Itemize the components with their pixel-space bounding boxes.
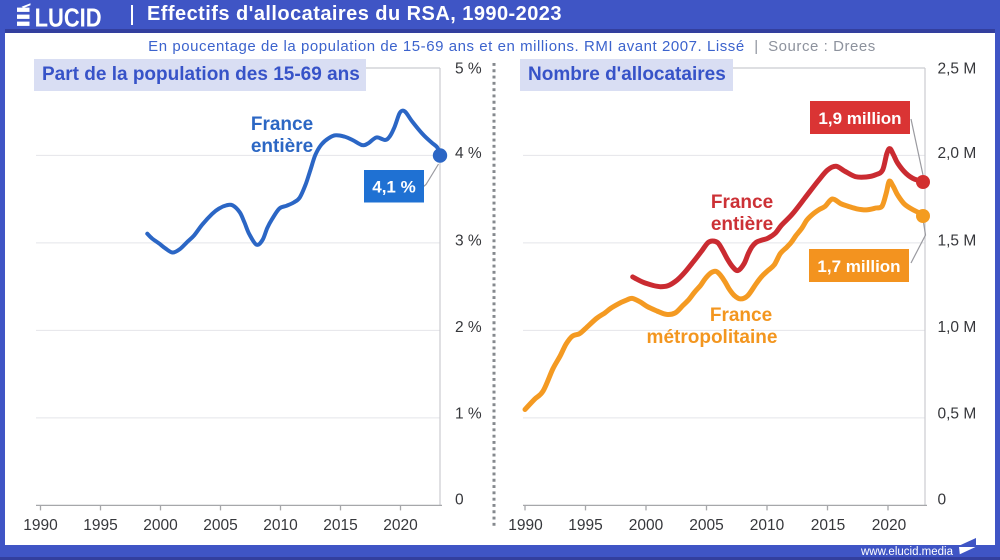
svg-text:2015: 2015 [811, 517, 845, 534]
svg-text:métropolitaine: métropolitaine [647, 327, 778, 348]
svg-text:France: France [251, 114, 313, 135]
svg-text:2005: 2005 [689, 517, 723, 534]
svg-text:1 %: 1 % [455, 406, 482, 423]
svg-text:1990: 1990 [508, 517, 543, 534]
svg-text:4 %: 4 % [455, 145, 482, 162]
svg-text:France: France [710, 305, 772, 326]
svg-text:2015: 2015 [323, 517, 357, 534]
svg-text:1,7 million: 1,7 million [817, 257, 900, 276]
svg-text:3 %: 3 % [455, 233, 482, 250]
svg-text:0: 0 [455, 492, 464, 509]
svg-text:4,1 %: 4,1 % [372, 178, 415, 197]
svg-text:1,5 M: 1,5 M [938, 233, 977, 250]
svg-text:2010: 2010 [750, 517, 785, 534]
svg-text:2000: 2000 [143, 517, 178, 534]
svg-text:2020: 2020 [872, 517, 907, 534]
svg-text:1995: 1995 [568, 517, 602, 534]
svg-text:1,9 million: 1,9 million [818, 109, 901, 128]
svg-text:1995: 1995 [83, 517, 117, 534]
svg-text:entière: entière [711, 214, 773, 235]
svg-text:2005: 2005 [203, 517, 237, 534]
svg-text:France: France [711, 192, 773, 213]
svg-text:5 %: 5 % [455, 60, 482, 77]
svg-text:2010: 2010 [263, 517, 298, 534]
svg-text:0: 0 [938, 492, 947, 509]
svg-text:2,5 M: 2,5 M [938, 60, 977, 77]
svg-text:1,0 M: 1,0 M [938, 319, 977, 336]
svg-text:LUCID: LUCID [35, 2, 102, 29]
svg-text:0,5 M: 0,5 M [938, 406, 977, 423]
svg-text:2 %: 2 % [455, 319, 482, 336]
svg-text:entière: entière [251, 136, 313, 157]
svg-text:1990: 1990 [23, 517, 58, 534]
svg-text:2000: 2000 [629, 517, 664, 534]
svg-text:2020: 2020 [383, 517, 418, 534]
svg-text:2,0 M: 2,0 M [938, 145, 977, 162]
